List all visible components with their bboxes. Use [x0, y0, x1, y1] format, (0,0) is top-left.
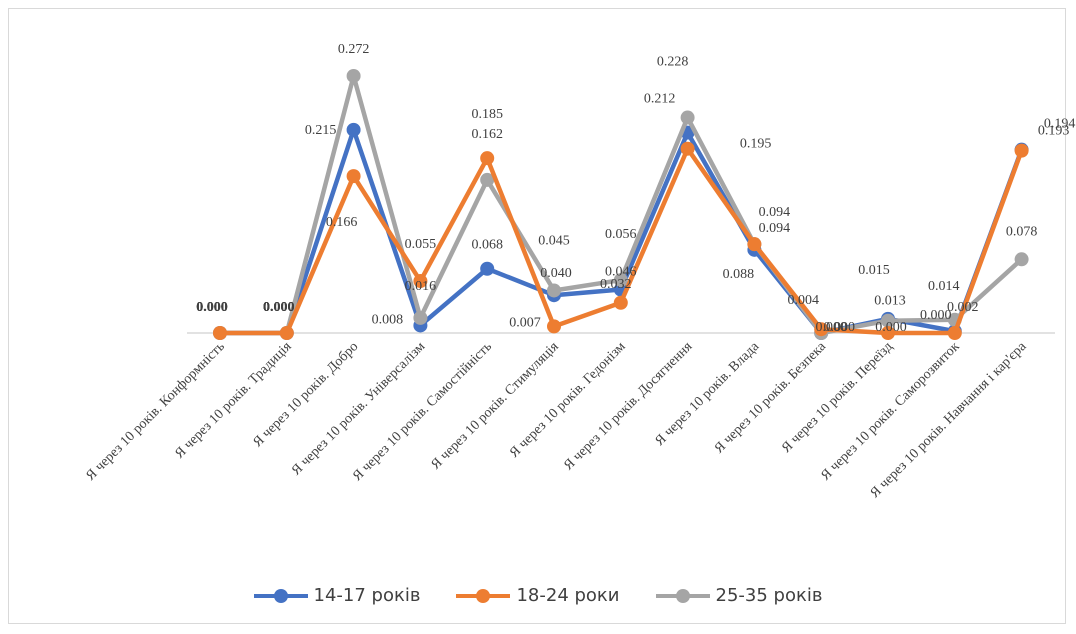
series-0-data-label: 0.000: [263, 300, 295, 315]
series-2-data-label: 0.014: [928, 279, 960, 294]
series-0-data-label: 0.215: [305, 123, 337, 138]
series-1-data-label: 0.094: [759, 205, 791, 220]
legend-label: 25-35 років: [715, 585, 823, 606]
series-1-point: [480, 151, 495, 166]
series-1-point: [346, 169, 361, 184]
legend-swatch: [253, 588, 308, 603]
series-0-data-label: 0.046: [605, 265, 637, 280]
x-tick-label: Я через 10 років. Самостійність: [350, 339, 495, 484]
x-tick-label: Я через 10 років. Універсалізм: [289, 339, 428, 478]
series-1-data-label: 0.004: [787, 293, 819, 308]
x-tick-label: Я через 10 років. Конформність: [83, 339, 227, 483]
series-1-data-label: 0.000: [263, 300, 295, 315]
series-0-data-label: 0.002: [947, 300, 979, 315]
series-0-data-label: 0.194: [1044, 117, 1076, 132]
series-1-data-label: 0.195: [740, 137, 772, 152]
series-1-data-label: 0.000: [920, 308, 952, 323]
legend: 14-17 років 18-24 роки 25-35 років: [0, 585, 1076, 606]
x-tick-label: Я через 10 років. Традиція: [172, 339, 295, 462]
x-tick-label: Я через 10 років. Переїзд: [779, 339, 896, 456]
series-0-point: [480, 261, 495, 276]
series-2-data-label: 0.000: [263, 300, 295, 315]
x-tick-label: Я через 10 років. Гедонізм: [507, 339, 629, 461]
series-1-point: [680, 141, 695, 156]
series-1-data-label: 0.000: [875, 320, 907, 335]
x-tick-label: Я через 10 років. Безпека: [712, 339, 830, 457]
x-tick-label: Я через 10 років. Саморозвиток: [818, 339, 962, 483]
series-2-point: [413, 310, 428, 325]
series-1-point: [747, 237, 762, 252]
series-2-data-label: 0.078: [1006, 224, 1038, 239]
x-tick-label: Я через 10 років. Стимуляція: [428, 339, 562, 473]
series-1-point: [547, 319, 561, 334]
series-1-data-label: 0.185: [471, 107, 503, 122]
series-0-point: [346, 122, 361, 137]
series-2-point: [346, 68, 361, 83]
legend-item-2: 25-35 років: [655, 585, 823, 606]
series-0-data-label: 0.068: [471, 238, 503, 253]
series-2-data-label: 0.000: [196, 300, 228, 315]
series-layer: [213, 68, 1029, 340]
series-2-data-label: 0.162: [471, 127, 503, 142]
series-0-data-label: 0.212: [644, 92, 676, 107]
legend-swatch: [655, 588, 710, 603]
legend-label: 14-17 років: [313, 585, 421, 606]
series-0-data-label: 0.000: [196, 300, 228, 315]
series-1-data-label: 0.166: [326, 215, 358, 230]
series-0-data-label: 0.088: [723, 267, 755, 282]
series-1-point: [881, 326, 895, 340]
series-0-data-label: 0.000: [823, 320, 855, 335]
series-2-point: [547, 283, 561, 298]
series-1-point: [947, 326, 962, 340]
series-1-point: [814, 322, 829, 337]
series-2-point: [881, 313, 895, 328]
series-2-data-label: 0.094: [759, 221, 791, 236]
series-1-point: [213, 326, 227, 340]
series-2-data-label: 0.016: [405, 279, 437, 294]
series-2-data-label: 0.013: [874, 294, 906, 309]
series-2-point: [1014, 252, 1029, 267]
x-tick-label: Я через 10 років. Досягнення: [561, 339, 696, 474]
series-1-point: [413, 274, 428, 289]
legend-swatch: [456, 588, 511, 603]
legend-item-0: 14-17 років: [253, 585, 421, 606]
series-1-data-label: 0.193: [1038, 124, 1070, 139]
series-1-point: [1014, 143, 1029, 158]
series-2-data-label: 0.056: [605, 227, 637, 242]
series-1-data-label: 0.055: [405, 237, 437, 252]
series-1-data-label: 0.007: [509, 315, 541, 330]
series-0-data-label: 0.040: [540, 266, 572, 281]
series-1-data-label: 0.000: [196, 300, 228, 315]
legend-label: 18-24 роки: [516, 585, 620, 606]
series-2-data-label: 0.272: [338, 42, 370, 57]
legend-item-1: 18-24 роки: [456, 585, 620, 606]
series-2-data-label: 0.000: [815, 320, 847, 335]
series-1-data-label: 0.032: [600, 277, 632, 292]
series-2-point: [680, 110, 695, 125]
series-0-data-label: 0.015: [858, 263, 890, 278]
series-1-point: [613, 295, 628, 310]
series-2-point: [613, 273, 628, 288]
series-2-data-label: 0.045: [538, 233, 570, 248]
series-2-point: [480, 172, 495, 187]
series-1-point: [279, 326, 294, 340]
series-0-data-label: 0.008: [372, 312, 404, 327]
series-2-data-label: 0.228: [657, 55, 689, 70]
